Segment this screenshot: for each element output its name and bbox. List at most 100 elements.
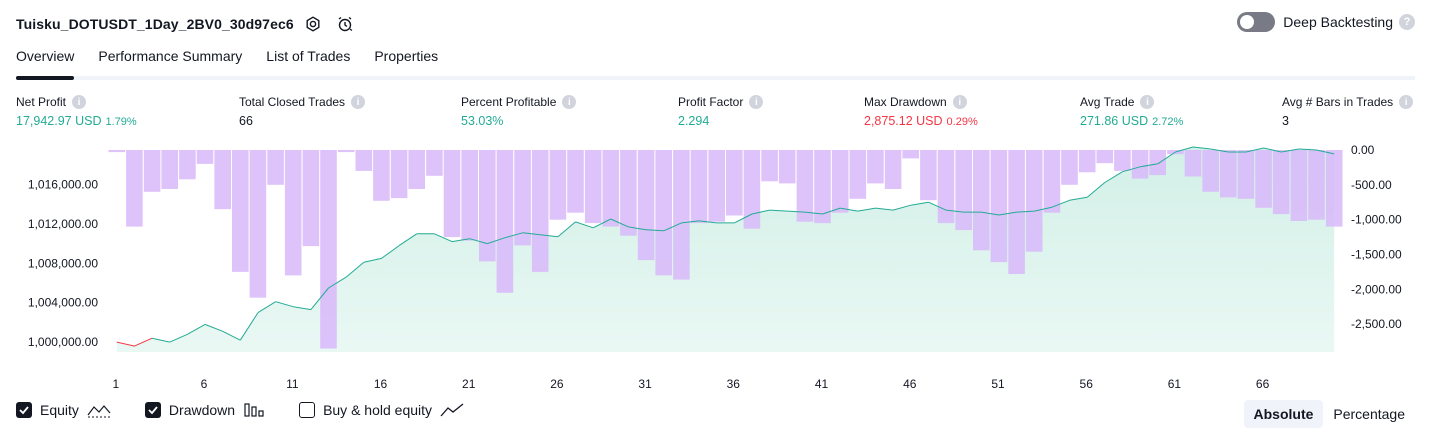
drawdown-bar (514, 150, 531, 246)
drawdown-bar (1202, 150, 1219, 192)
info-icon[interactable]: i (952, 95, 967, 109)
equity-line-segment (1034, 206, 1053, 212)
equity-line-segment (592, 218, 612, 229)
y-axis-right-tick: 0.00 (1351, 143, 1375, 157)
equity-line-segment (169, 333, 188, 343)
info-icon[interactable]: i (351, 95, 366, 109)
checkbox-unchecked-icon[interactable] (299, 402, 316, 418)
drawdown-bar (849, 150, 867, 199)
equity-line-segment (239, 312, 259, 341)
equity-line-segment (663, 222, 682, 232)
info-icon[interactable]: i (72, 95, 87, 109)
drawdown-bar (1184, 150, 1202, 177)
alarm-clock-icon[interactable] (332, 11, 358, 37)
equity-drawdown-chart[interactable]: 1,016,000.00 1,012,000.00 1,008,000.00 1,00… (0, 140, 1431, 396)
drawdown-bar (443, 150, 461, 238)
metric-value: 3 (1282, 114, 1289, 128)
equity-line-segment (751, 209, 770, 215)
deep-backtesting-label: Deep Backtesting (1283, 14, 1393, 30)
area-line-icon (87, 402, 111, 418)
equity-line-segment (928, 201, 947, 211)
equity-line-segment (275, 301, 294, 308)
equity-line-segment (1069, 196, 1088, 201)
chart-legend: Equity Drawdown Buy & hold equity (16, 402, 498, 418)
equity-line-segment (698, 220, 717, 224)
legend-drawdown[interactable]: Drawdown (144, 402, 265, 418)
x-axis-tick: 41 (815, 377, 829, 391)
y-axis-left-tick: 1,012,000.00 (28, 217, 98, 231)
equity-area (116, 147, 1335, 352)
equity-line-segment (875, 207, 894, 211)
drawdown-bar (814, 150, 831, 224)
equity-line-segment (151, 337, 170, 343)
drawdown-bar (179, 150, 196, 180)
info-icon[interactable]: i (562, 95, 577, 109)
y-axis-right-tick: -1,500.00 (1351, 248, 1402, 262)
equity-line-segment (116, 341, 135, 347)
equity-line-segment (1157, 151, 1176, 165)
drawdown-bar (1255, 150, 1272, 208)
metric-label: Total Closed Trades (239, 95, 346, 109)
x-axis-tick: 61 (1168, 377, 1182, 391)
legend-buy-hold[interactable]: Buy & hold equity (299, 402, 464, 418)
x-axis-tick: 56 (1080, 377, 1094, 391)
display-mode-switch: Absolute Percentage (1243, 400, 1416, 428)
equity-line-segment (945, 209, 964, 213)
drawdown-bar (496, 150, 514, 293)
metric-value: 17,942.97 USD (16, 114, 102, 128)
drawdown-bar (355, 150, 373, 171)
equity-line-segment (310, 287, 329, 310)
drawdown-bar (1078, 150, 1096, 173)
drawdown-bar (955, 150, 972, 231)
equity-line-segment (1281, 148, 1299, 153)
metric-label: Profit Factor (678, 95, 744, 109)
drawdown-bar (214, 150, 231, 210)
equity-line-segment (1210, 148, 1229, 153)
metric-label: Max Drawdown (864, 95, 947, 109)
equity-line-segment (134, 337, 153, 347)
drawdown-bar (655, 150, 672, 276)
tab-overview[interactable]: Overview (16, 40, 75, 80)
drawdown-bar (1096, 150, 1114, 164)
legend-equity[interactable]: Equity (16, 402, 111, 418)
strategy-header: Tuisku_DOTUSDT_1Day_2BV0_30d97ec6 (16, 10, 358, 38)
drawdown-bar (884, 150, 902, 189)
deep-backtesting-toggle[interactable] (1237, 12, 1276, 32)
x-axis-tick: 21 (462, 377, 476, 391)
info-icon[interactable]: i (1140, 95, 1155, 109)
drawdown-bar (990, 150, 1008, 263)
drawdown-bar (196, 150, 214, 164)
settings-icon[interactable] (300, 11, 326, 37)
drawdown-bar (549, 150, 567, 220)
drawdown-bar (426, 150, 443, 176)
absolute-mode-button[interactable]: Absolute (1243, 400, 1324, 428)
equity-line-segment (187, 323, 206, 335)
drawdown-bar (320, 150, 337, 349)
equity-line-segment (504, 232, 523, 239)
tab-properties[interactable]: Properties (374, 48, 439, 64)
tab-bar: Overview Performance Summary List of Tra… (16, 40, 1415, 80)
checkbox-checked-icon[interactable] (16, 402, 32, 418)
help-icon[interactable]: ? (1399, 14, 1415, 30)
drawdown-bar (937, 150, 955, 224)
drawdown-bar (1025, 150, 1043, 252)
drawdown-bar (637, 150, 655, 261)
x-axis-tick: 51 (991, 377, 1005, 391)
checkbox-checked-icon[interactable] (144, 402, 161, 418)
tab-performance-summary[interactable]: Performance Summary (98, 48, 243, 64)
equity-line-segment (1140, 163, 1158, 168)
equity-line-segment (628, 226, 647, 231)
percentage-mode-button[interactable]: Percentage (1333, 406, 1405, 422)
info-icon[interactable]: i (749, 95, 764, 109)
y-axis-right-tick: -500.00 (1351, 178, 1392, 192)
x-axis-tick: 6 (201, 377, 208, 391)
tab-list-of-trades[interactable]: List of Trades (266, 48, 351, 64)
metric-label: Avg # Bars in Trades (1282, 95, 1394, 109)
equity-line-segment (434, 233, 453, 243)
metric-value: 66 (239, 114, 253, 128)
y-axis-right-tick: -1,000.00 (1351, 213, 1402, 227)
drawdown-bar (726, 150, 743, 216)
equity-line-segment (1298, 148, 1317, 151)
equity-line-segment (998, 211, 1017, 216)
info-icon[interactable]: i (1399, 95, 1414, 109)
